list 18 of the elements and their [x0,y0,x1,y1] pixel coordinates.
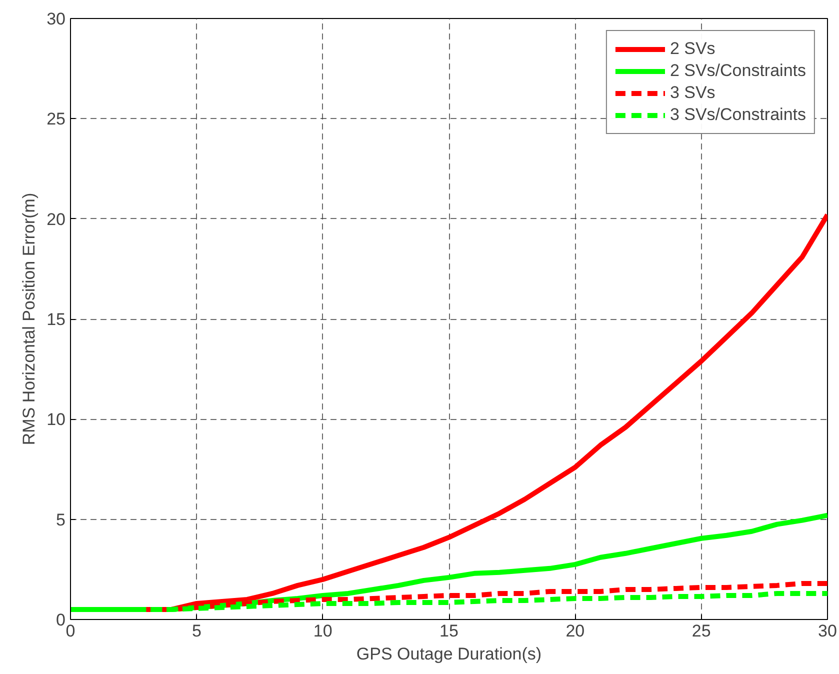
legend-label: 3 SVs/Constraints [670,105,806,125]
x-axis-title: GPS Outage Duration(s) [356,644,542,664]
x-tick-label: 30 [818,622,837,640]
y-tick-label: 10 [46,410,66,430]
x-tick-label: 20 [566,622,585,640]
y-tick-label: 25 [46,110,66,129]
legend-label: 2 SVs/Constraints [670,61,806,81]
x-tick-label: 25 [692,622,711,640]
x-tick-label: 5 [192,622,202,640]
x-tick-label: 15 [440,622,458,640]
y-axis-title: RMS Horizontal Position Error(m) [20,192,39,446]
y-tick-label: 20 [46,210,66,229]
y-tick-label: 30 [46,10,66,28]
y-tick-label: 5 [56,510,66,530]
legend-label: 2 SVs [670,39,716,59]
y-tick-label: 15 [46,310,66,329]
x-tick-label: 10 [313,622,332,640]
legend-label: 3 SVs [670,83,716,103]
